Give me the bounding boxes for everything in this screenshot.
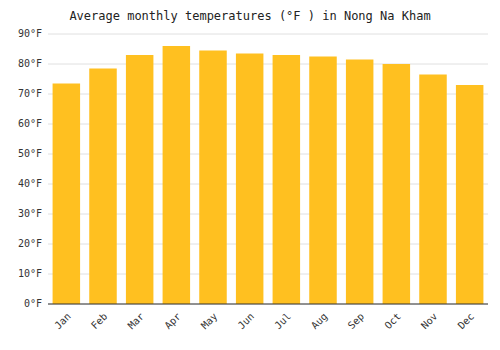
- y-tick-label: 40°F: [18, 178, 42, 189]
- bar: [236, 54, 264, 305]
- chart: 0°F 10°F 20°F 30°F 40°F 50°F 60°F 70°F 80°F 90°F J…: [0, 0, 500, 350]
- y-tick-label: 80°F: [18, 58, 42, 69]
- bar: [309, 57, 337, 305]
- x-axis: Jan Feb Mar Apr May Jun Jul Aug Sep Oct Nov Dec: [48, 304, 488, 331]
- x-tick-label: Jan: [52, 311, 73, 332]
- x-tick-label: Apr: [162, 311, 183, 332]
- x-tick-label: Jul: [272, 311, 293, 332]
- bars: [53, 46, 484, 304]
- bar: [163, 46, 191, 304]
- grid-line: [48, 64, 488, 65]
- x-axis-line: [48, 304, 488, 305]
- x-tick-label: Jun: [236, 311, 257, 332]
- bar: [419, 75, 447, 305]
- x-tick-label: Nov: [419, 311, 440, 332]
- y-tick-label: 10°F: [18, 268, 42, 279]
- page: {"chart_data": {"type": "bar", "title": …: [0, 0, 500, 350]
- x-tick-label: Dec: [456, 311, 477, 332]
- bar: [273, 55, 301, 304]
- bar: [126, 55, 153, 304]
- y-tick-label: 90°F: [18, 28, 42, 39]
- x-tick-label: Feb: [89, 311, 110, 332]
- bar: [199, 51, 227, 305]
- y-tick-label: 50°F: [18, 148, 42, 159]
- y-tick-label: 30°F: [18, 208, 42, 219]
- y-tick-label: 60°F: [18, 118, 42, 129]
- x-tick-label: Mar: [126, 311, 147, 332]
- bar: [456, 85, 484, 304]
- x-tick-label: Sep: [346, 311, 367, 332]
- y-tick-label: 20°F: [18, 238, 42, 249]
- bar: [89, 69, 117, 305]
- bar: [383, 64, 411, 304]
- grid-line: [48, 34, 488, 35]
- x-tick-label: Aug: [309, 311, 330, 332]
- grid-line: [48, 304, 488, 305]
- title: Average monthly temperatures (°F ) in No…: [69, 9, 430, 23]
- chart-container: 0°F 10°F 20°F 30°F 40°F 50°F 60°F 70°F 80°F 90°F J…: [0, 0, 500, 350]
- x-tick-label: Oct: [382, 311, 403, 332]
- x-tick-label: May: [199, 311, 220, 332]
- bar: [346, 60, 374, 305]
- y-axis: 0°F 10°F 20°F 30°F 40°F 50°F 60°F 70°F 80°F 90°F: [18, 28, 42, 309]
- y-tick-label: 70°F: [18, 88, 42, 99]
- bar: [53, 84, 80, 305]
- grid: [48, 34, 488, 304]
- y-tick-label: 0°F: [24, 298, 42, 309]
